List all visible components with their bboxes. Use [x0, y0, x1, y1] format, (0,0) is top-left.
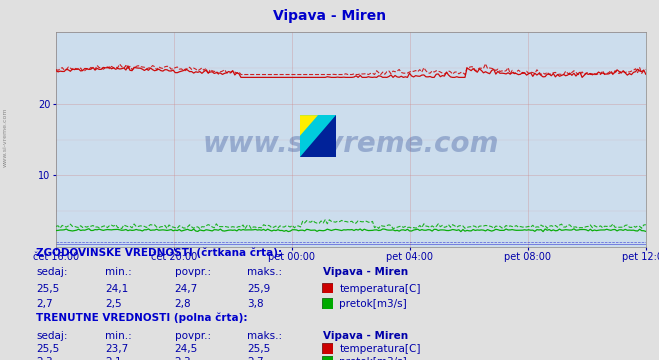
Text: pretok[m3/s]: pretok[m3/s] [339, 357, 407, 360]
Text: 2,7: 2,7 [36, 299, 53, 309]
Text: 24,7: 24,7 [175, 284, 198, 294]
Text: Vipava - Miren: Vipava - Miren [323, 267, 408, 278]
Text: 2,3: 2,3 [36, 357, 53, 360]
Text: 3,8: 3,8 [247, 299, 264, 309]
Text: 23,7: 23,7 [105, 344, 129, 354]
Text: povpr.:: povpr.: [175, 267, 211, 278]
Text: sedaj:: sedaj: [36, 331, 68, 341]
Polygon shape [300, 115, 318, 136]
Text: 2,8: 2,8 [175, 299, 191, 309]
Text: 2,3: 2,3 [175, 357, 191, 360]
Polygon shape [300, 115, 336, 157]
Text: 25,5: 25,5 [247, 344, 270, 354]
Text: www.si-vreme.com: www.si-vreme.com [203, 130, 499, 158]
Text: temperatura[C]: temperatura[C] [339, 344, 421, 354]
Text: maks.:: maks.: [247, 331, 282, 341]
Text: 25,5: 25,5 [36, 344, 59, 354]
Text: min.:: min.: [105, 267, 132, 278]
Text: min.:: min.: [105, 331, 132, 341]
Text: 2,1: 2,1 [105, 357, 122, 360]
Text: temperatura[C]: temperatura[C] [339, 284, 421, 294]
Text: Vipava - Miren: Vipava - Miren [273, 9, 386, 23]
Text: 2,7: 2,7 [247, 357, 264, 360]
Text: ZGODOVINSKE VREDNOSTI (črtkana črta):: ZGODOVINSKE VREDNOSTI (črtkana črta): [36, 247, 282, 258]
Text: pretok[m3/s]: pretok[m3/s] [339, 299, 407, 309]
Text: TRENUTNE VREDNOSTI (polna črta):: TRENUTNE VREDNOSTI (polna črta): [36, 312, 248, 323]
Text: 24,5: 24,5 [175, 344, 198, 354]
Text: www.si-vreme.com: www.si-vreme.com [3, 107, 8, 167]
Text: 24,1: 24,1 [105, 284, 129, 294]
Text: 2,5: 2,5 [105, 299, 122, 309]
Text: 25,5: 25,5 [36, 284, 59, 294]
Text: Vipava - Miren: Vipava - Miren [323, 331, 408, 341]
Text: 25,9: 25,9 [247, 284, 270, 294]
Text: povpr.:: povpr.: [175, 331, 211, 341]
Text: maks.:: maks.: [247, 267, 282, 278]
Text: sedaj:: sedaj: [36, 267, 68, 278]
